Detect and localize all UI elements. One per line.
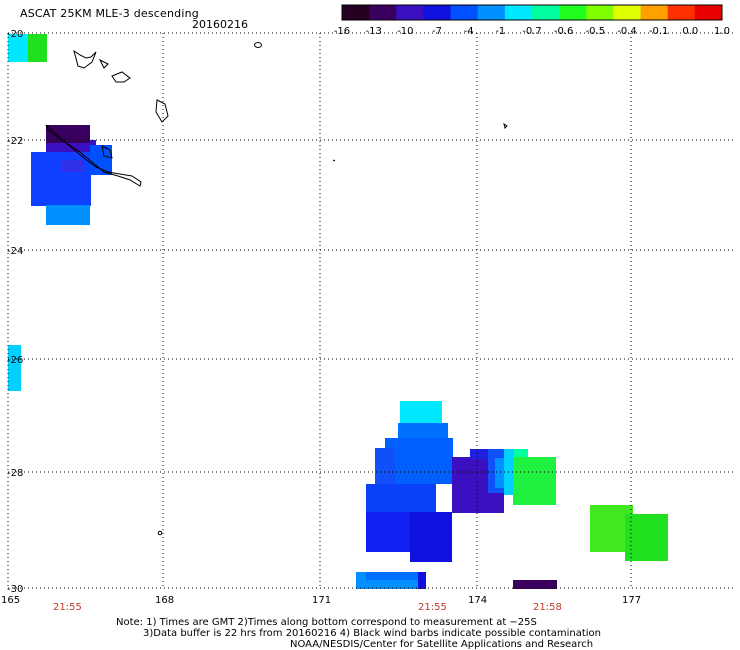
coastline-islet [254,42,262,48]
colorbar-segment [667,5,696,20]
colorbar-tick-label: 1.0 [714,26,730,37]
colorbar-tick-label: -0.4 [617,26,637,37]
lon-label: 174 [468,595,487,606]
colorbar-labels: -16 -13 -10 -7 -4 -1 -0.7 -0.6 -0.5 -0.4 -0.1 0.0 1.… [334,26,730,37]
colorbar-tick-label: -0.5 [586,26,606,37]
colorbar-tick-label: -10 [397,26,413,37]
colorbar-tick-label: -0.6 [554,26,574,37]
map-title: ASCAT 25KM MLE-3 descending [20,7,199,20]
note-line-2: 3)Data buffer is 22 hrs from 20160216 4)… [143,628,601,639]
data-cell [400,401,442,423]
data-cell [385,438,453,484]
lat-labels: -20 -22 -24 -26 -28 -30 [7,29,23,595]
data-cell [495,458,505,488]
colorbar [341,4,723,21]
lon-label: 168 [155,595,174,606]
lon-label: 177 [622,595,641,606]
colorbar-segment [477,5,506,20]
colorbar-tick-label: -4 [464,26,474,37]
colorbar-segment [342,5,370,20]
coastlines [45,42,508,536]
data-cell [410,512,452,562]
lat-label: -30 [7,584,23,595]
colorbar-segment [532,5,560,20]
coastline-islet [332,159,336,162]
data-cell [398,423,448,438]
colorbar-segment [396,5,424,20]
coastline-islet [98,58,109,69]
data-cell [625,514,668,561]
coastline-islet [111,71,131,83]
colorbar-segment [586,5,614,20]
data-cell [62,160,84,172]
time-labels: 21:55 21:55 21:58 [53,602,562,613]
data-cell [514,449,528,457]
note-line-1: Note: 1) Times are GMT 2)Times along bot… [116,617,537,628]
colorbar-segment [504,5,533,20]
time-label: 21:55 [418,602,447,613]
data-cell [46,205,90,225]
time-label: 21:58 [533,602,562,613]
data-cell [513,457,556,505]
coastline-islet [155,99,169,123]
lat-label: -22 [7,136,23,147]
colorbar-segment [694,5,723,20]
note-line-3: NOAA/NESDIS/Center for Satellite Applica… [290,639,594,650]
lat-label: -28 [7,468,23,479]
coastline-islet [157,530,163,536]
graticule [7,32,733,589]
lon-labels: 165 168 171 174 177 [1,595,641,606]
coastline-islet [503,122,508,129]
colorbar-segment [369,5,397,20]
data-cell [28,34,47,62]
data-cell [513,580,557,589]
colorbar-tick-label: -0.7 [522,26,542,37]
data-cell [90,145,112,175]
data-cell [366,512,410,552]
data-cell [8,34,28,62]
colorbar-segment [450,5,479,20]
lat-label: -20 [7,29,23,40]
data-cell [375,448,395,484]
coastline-new-caledonia [45,124,142,187]
data-cell [470,449,490,459]
data-cell [366,484,436,512]
time-label: 21:55 [53,602,82,613]
data-swaths [8,34,668,589]
coastline-islet [101,145,113,159]
data-cell [46,125,90,143]
colorbar-tick-label: -1 [495,26,505,37]
lon-label: 165 [1,595,20,606]
colorbar-segment [559,5,587,20]
colorbar-tick-label: 0.0 [682,26,698,37]
colorbar-tick-label: -13 [365,26,381,37]
lat-label: -24 [7,246,23,257]
colorbar-segment [640,5,669,20]
lon-label: 171 [312,595,331,606]
colorbar-tick-label: -16 [334,26,350,37]
data-cell [366,572,418,580]
data-cell [418,572,426,589]
lat-label: -26 [7,355,23,366]
colorbar-segment [613,5,642,20]
colorbar-border [341,4,723,21]
colorbar-tick-label: -7 [432,26,442,37]
data-cell [8,345,21,391]
coastline-islet [73,49,97,69]
map-date: 20160216 [192,18,248,31]
colorbar-segment [423,5,452,20]
colorbar-tick-label: -0.1 [649,26,669,37]
